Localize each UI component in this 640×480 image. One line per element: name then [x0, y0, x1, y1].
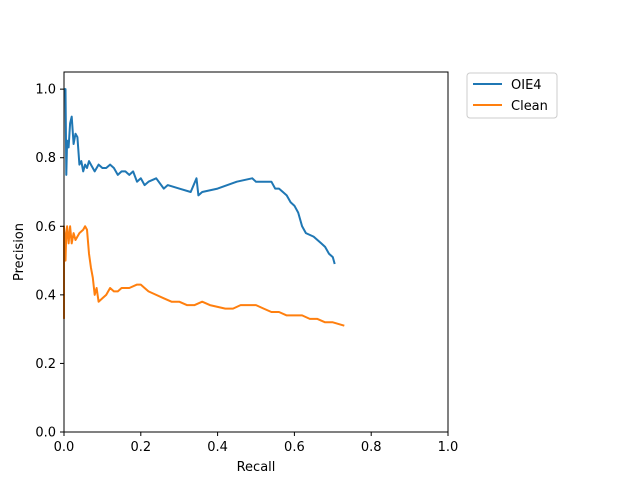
legend: OIE4 Clean [466, 72, 558, 119]
y-tick-label: 0.0 [35, 426, 56, 441]
ticks-layer: 0.0 0.2 0.4 0.6 0.8 1.0 0.0 0.2 0.4 0.6 0.8 1.0 [35, 83, 458, 455]
series-layer [63, 88, 345, 327]
y-tick-label: 0.2 [35, 357, 56, 372]
x-tick-label: 0.2 [130, 440, 151, 455]
x-tick-label: 1.0 [438, 440, 459, 455]
legend-label-oie4: OIE4 [511, 78, 542, 93]
legend-label-clean: Clean [511, 99, 548, 114]
x-tick-label: 0.4 [207, 440, 228, 455]
y-tick-label: 1.0 [35, 83, 56, 98]
series-line-oie4 [64, 88, 336, 265]
x-axis-label: Recall [237, 460, 276, 475]
y-tick-label: 0.6 [35, 220, 56, 235]
y-tick-label: 0.8 [35, 151, 56, 166]
y-tick-label: 0.4 [35, 288, 56, 303]
y-axis-label: Precision [12, 223, 27, 281]
series-line-clean [63, 225, 345, 327]
x-tick-label: 0.8 [361, 440, 382, 455]
plot-frame [63, 71, 449, 433]
x-tick-label: 0.0 [54, 440, 75, 455]
x-tick-label: 0.6 [284, 440, 305, 455]
